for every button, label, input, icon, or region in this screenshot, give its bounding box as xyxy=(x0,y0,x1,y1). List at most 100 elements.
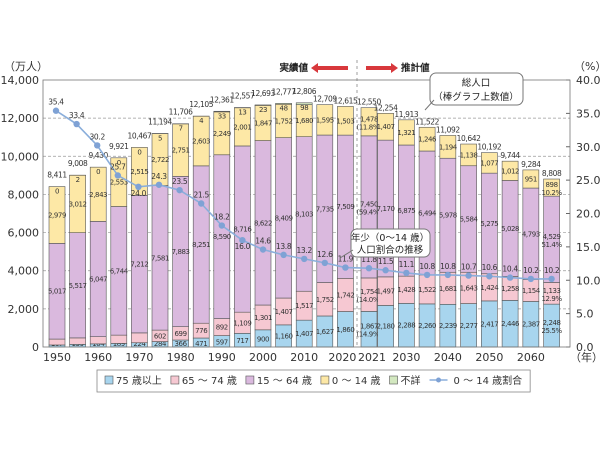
total-label: 9,921 xyxy=(109,142,129,151)
segment-label: 1,407 xyxy=(275,308,293,316)
ratio-label: 10.8 xyxy=(440,262,456,271)
segment-label: 7,170 xyxy=(377,205,395,213)
legend-line-marker xyxy=(436,378,441,383)
y-left-tick-label: 6,000 xyxy=(8,227,40,240)
segment-label: 1,154 xyxy=(522,287,541,295)
x-tick-label: 2020 xyxy=(328,351,356,364)
ratio-label: 10.6 xyxy=(482,263,498,272)
ratio-point xyxy=(53,108,59,114)
ratio-label: 13.2 xyxy=(296,246,312,255)
ratio-point xyxy=(115,172,121,178)
segment-label: 2 xyxy=(76,176,80,184)
y-right-tick-label: 35.0 xyxy=(576,107,600,120)
segment-percent-label: 12.9% xyxy=(541,295,562,303)
x-tick-label: 1990 xyxy=(208,351,236,364)
ratio-point xyxy=(260,246,266,252)
x-tick-label: 2030 xyxy=(392,351,420,364)
x-tick-label: 2000 xyxy=(249,351,277,364)
legend-swatch xyxy=(321,376,329,384)
segment-label: 7,212 xyxy=(130,261,148,269)
segment-label: 6,494 xyxy=(418,209,437,217)
legend-swatch xyxy=(246,376,254,384)
segment-label: 2,979 xyxy=(48,211,66,219)
x-tick-label: 2050 xyxy=(475,351,503,364)
actual-label: 実績値 xyxy=(279,62,308,74)
segment-label: 1,627 xyxy=(316,328,334,336)
total-label: 9,284 xyxy=(521,160,541,169)
ratio-point xyxy=(342,264,348,270)
segment-label: 7,581 xyxy=(151,254,169,262)
y-right-tick-label: 20.0 xyxy=(576,208,600,221)
segment-label: 5,028 xyxy=(501,225,519,233)
x-tick-label: 1970 xyxy=(125,351,153,364)
y-right-tick-label: 25.0 xyxy=(576,174,600,187)
segment-label: 2,288 xyxy=(397,322,415,330)
y-left-tick-label: 14,000 xyxy=(1,74,40,87)
segment-label: 900 xyxy=(257,335,269,343)
segment-label: 1,681 xyxy=(439,285,457,293)
ratio-label: 25.7 xyxy=(110,162,126,171)
ratio-point xyxy=(382,267,388,273)
y-left-tick-label: 2,000 xyxy=(8,303,40,316)
segment-label: 5 xyxy=(158,135,162,143)
segment-label: 699 xyxy=(175,330,187,338)
segment-label: 1,133 xyxy=(543,287,561,295)
projected-label: 推計値 xyxy=(401,62,430,74)
bar-2065: 2,24825.5%1,13312.9%4,52951.4%89810.2%8,… xyxy=(541,169,562,347)
ratio-label: 35.4 xyxy=(48,98,64,107)
segment-label: 5,275 xyxy=(480,220,498,228)
ratio-point xyxy=(424,272,430,278)
segment-label: 48 xyxy=(280,104,288,112)
x-tick-label: 1950 xyxy=(43,351,71,364)
ratio-label: 13.8 xyxy=(276,242,292,251)
segment-label: 1,680 xyxy=(295,117,313,125)
ratio-label: 18.2 xyxy=(214,213,230,222)
segment-label: 1,428 xyxy=(397,286,415,294)
ratio-point xyxy=(507,274,513,280)
y-left-tick-label: 4,000 xyxy=(8,265,40,278)
x-tick-label: 2060 xyxy=(517,351,545,364)
legend-label: 15 ～ 64 歳 xyxy=(257,375,312,387)
ratio-point xyxy=(73,121,79,127)
y-right-tick-label: 15.0 xyxy=(576,241,600,254)
y-left-unit-label: （万人） xyxy=(4,60,48,73)
segment-label: 1,407 xyxy=(295,330,313,338)
segment-label: 2,001 xyxy=(233,123,251,131)
legend-label: 0 ～ 14 歳割合 xyxy=(454,374,523,387)
ratio-point xyxy=(486,273,492,279)
segment-label: 0 xyxy=(55,188,59,196)
ratio-point xyxy=(445,272,451,278)
ratio-point xyxy=(219,222,225,228)
segment-label: 0 xyxy=(137,148,141,156)
segment-label: 7,450 xyxy=(360,200,378,208)
segment-label: 7,883 xyxy=(172,248,190,256)
legend-swatch xyxy=(390,376,398,384)
x-tick-label: 2040 xyxy=(434,351,462,364)
total-label: 8,808 xyxy=(542,169,562,178)
segment-label: 1,860 xyxy=(336,326,354,334)
bar-segment xyxy=(131,333,147,343)
segment-label: 776 xyxy=(195,327,208,335)
ratio-point xyxy=(366,265,372,271)
total-label: 8,411 xyxy=(47,171,67,180)
segment-label: 13 xyxy=(238,109,246,117)
segment-percent-label: 25.5% xyxy=(541,327,562,335)
ratio-point xyxy=(528,276,534,282)
ratio-point xyxy=(465,272,471,278)
ratio-point xyxy=(301,256,307,262)
ratio-label: 24.3 xyxy=(151,172,167,181)
segment-percent-label: 10.2% xyxy=(541,189,562,197)
segment-label: 602 xyxy=(154,332,166,340)
segment-label: 898 xyxy=(546,181,558,189)
ratio-label: 23.5 xyxy=(172,177,188,186)
segment-label: 1,517 xyxy=(295,302,313,310)
total-label: 9,744 xyxy=(500,151,520,160)
segment-label: 4,793 xyxy=(522,230,540,238)
